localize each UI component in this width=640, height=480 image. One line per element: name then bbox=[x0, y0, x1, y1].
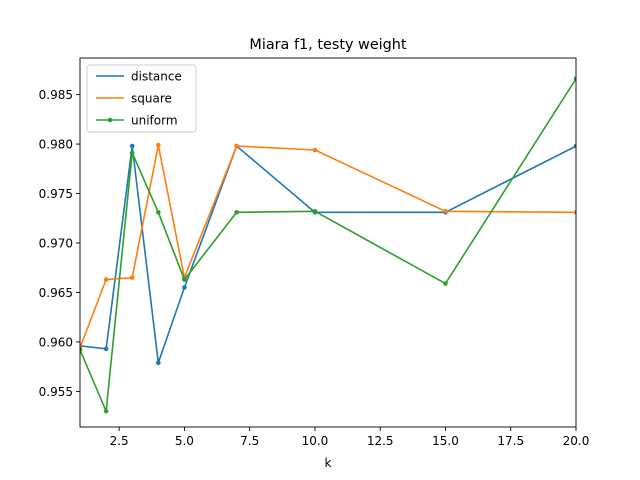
data-point-uniform bbox=[80, 347, 83, 353]
data-point-square bbox=[129, 275, 135, 280]
legend-item-distance: distance bbox=[96, 70, 182, 84]
plot-area bbox=[79, 57, 577, 428]
y-tick-label: 0.975 bbox=[39, 187, 73, 201]
data-point-square bbox=[312, 147, 318, 153]
data-point-square bbox=[573, 210, 576, 215]
x-tick-label: 7.5 bbox=[240, 434, 259, 448]
series-uniform bbox=[80, 76, 576, 414]
chart-title: Miara f1, testy weight bbox=[249, 37, 407, 53]
legend-label: distance bbox=[131, 70, 182, 84]
legend-label: square bbox=[131, 92, 172, 106]
x-tick-label: 5.0 bbox=[175, 434, 194, 448]
legend: distance square uniform bbox=[86, 64, 197, 133]
x-tick-label: 20.0 bbox=[563, 434, 590, 448]
data-point-uniform bbox=[129, 150, 135, 156]
y-tick-label: 0.965 bbox=[39, 286, 73, 300]
x-tick-label: 12.5 bbox=[367, 434, 394, 448]
y-tick-label: 0.955 bbox=[39, 385, 73, 399]
y-tick-label: 0.960 bbox=[39, 335, 73, 349]
data-point-uniform bbox=[312, 209, 318, 214]
data-point-distance bbox=[182, 285, 187, 290]
data-point-uniform bbox=[182, 277, 187, 282]
x-tick-label: 2.5 bbox=[110, 434, 129, 448]
x-axis: 2.5 5.0 7.5 10.0 12.5 15.0 17.5 20.0 bbox=[110, 427, 590, 448]
legend-item-square: square bbox=[96, 92, 172, 106]
data-point-square bbox=[103, 277, 109, 282]
x-tick-label: 10.0 bbox=[302, 434, 329, 448]
data-point-square bbox=[156, 142, 161, 148]
data-point-uniform bbox=[573, 76, 576, 82]
data-point-distance bbox=[103, 346, 109, 352]
y-axis: 0.955 0.960 0.965 0.970 0.975 0.980 0.985 bbox=[39, 88, 80, 399]
y-tick-label: 0.985 bbox=[39, 88, 73, 102]
legend-box bbox=[86, 64, 197, 133]
series-group bbox=[80, 76, 576, 414]
legend-label: uniform bbox=[131, 114, 178, 128]
y-tick-label: 0.970 bbox=[39, 236, 73, 250]
data-point-distance bbox=[129, 143, 135, 149]
data-point-square bbox=[234, 143, 239, 149]
data-point-uniform bbox=[156, 210, 161, 215]
legend-marker bbox=[107, 117, 113, 123]
data-point-distance bbox=[573, 143, 576, 149]
plot-frame bbox=[79, 57, 577, 428]
legend-item-uniform: uniform bbox=[96, 114, 178, 128]
data-point-distance bbox=[156, 360, 161, 366]
data-point-uniform bbox=[443, 281, 448, 286]
x-tick-label: 17.5 bbox=[497, 434, 524, 448]
y-tick-label: 0.980 bbox=[39, 138, 73, 152]
x-tick-label: 15.0 bbox=[432, 434, 459, 448]
data-point-uniform bbox=[234, 210, 239, 215]
data-point-uniform bbox=[103, 408, 109, 414]
data-point-square bbox=[443, 209, 448, 214]
x-axis-label: k bbox=[325, 456, 332, 470]
